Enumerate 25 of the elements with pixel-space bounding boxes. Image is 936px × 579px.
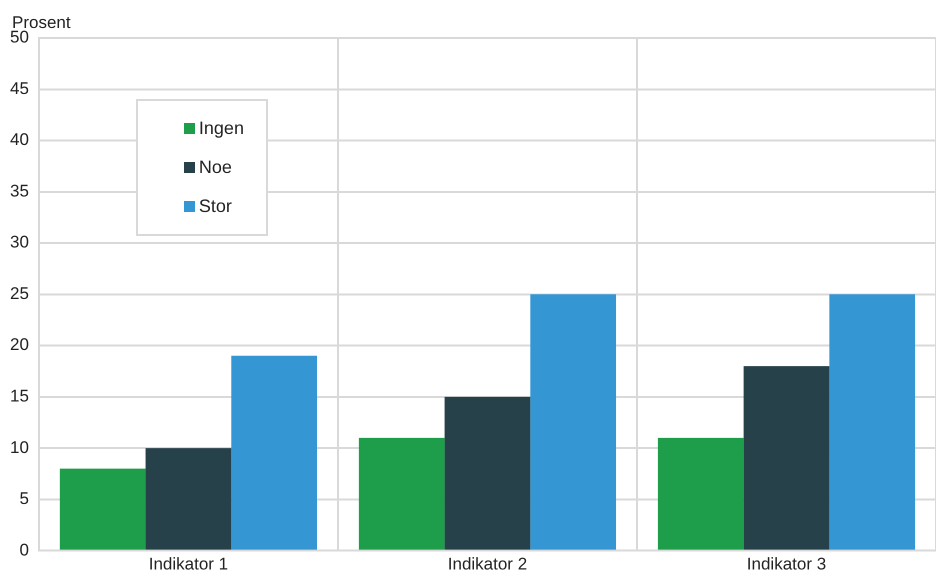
- legend-label: Stor: [198, 195, 232, 218]
- bar: [231, 356, 318, 550]
- y-tick-label: 20: [10, 335, 29, 354]
- y-tick-label: 25: [10, 284, 29, 303]
- x-tick-label: Indikator 1: [148, 554, 228, 574]
- x-tick-label: Indikator 2: [448, 554, 528, 574]
- x-tick-label: Indikator 3: [746, 554, 826, 574]
- bar: [146, 448, 232, 550]
- bar: [744, 366, 830, 550]
- bar: [444, 396, 530, 550]
- y-tick-label: 30: [10, 232, 29, 252]
- bar: [829, 294, 916, 550]
- bar: [60, 468, 146, 550]
- legend-label: Noe: [198, 156, 232, 179]
- bar: [658, 438, 744, 550]
- y-tick-label: 35: [10, 181, 29, 200]
- y-tick-label: 45: [10, 78, 29, 98]
- y-tick-label: 5: [19, 489, 29, 508]
- y-tick-label: 10: [10, 438, 29, 457]
- y-tick-label: 0: [19, 540, 29, 560]
- y-tick-label: 15: [10, 386, 29, 406]
- legend-label: Ingen: [198, 117, 244, 140]
- bar: [358, 438, 445, 550]
- y-tick-label: 40: [10, 130, 29, 150]
- bar: [530, 294, 616, 550]
